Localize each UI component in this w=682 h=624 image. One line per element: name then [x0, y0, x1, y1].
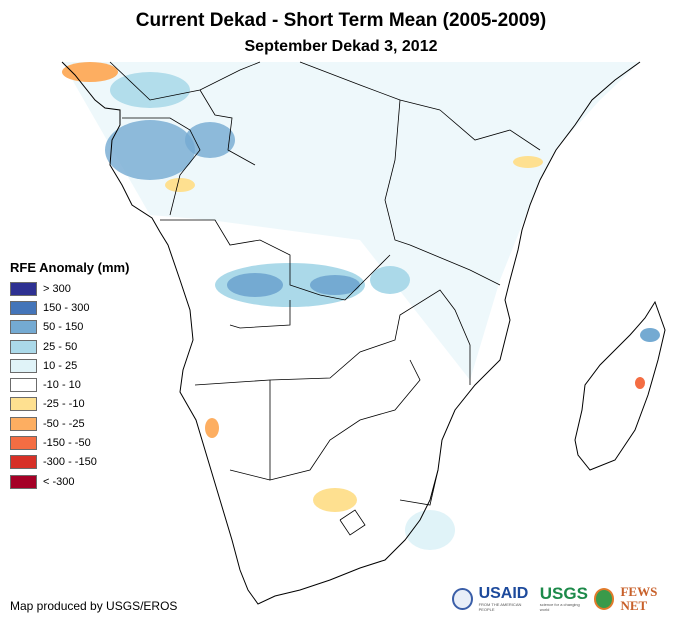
- legend-label: -50 - -25: [43, 417, 85, 430]
- dry-area: [635, 377, 645, 389]
- legend-label: -25 - -10: [43, 398, 85, 411]
- legend-label: -10 - 10: [43, 379, 81, 392]
- border: [339, 509, 366, 536]
- legend-label: -300 - -150: [43, 456, 97, 469]
- coastline: [61, 61, 666, 605]
- legend-item: -300 - -150: [10, 453, 129, 472]
- legend-swatch: [10, 281, 37, 296]
- legend-swatch: [10, 416, 37, 431]
- legend-label: 150 - 300: [43, 301, 90, 314]
- usaid-logo: USAID FROM THE AMERICAN PEOPLE: [478, 585, 534, 613]
- map-subtitle: September Dekad 3, 2012: [244, 38, 438, 55]
- fewsnet-wordmark: FEWS NET: [620, 584, 658, 613]
- usaid-seal-icon: [452, 588, 473, 610]
- wet-area: [185, 122, 235, 158]
- legend-item: 25 - 50: [10, 337, 129, 356]
- legend-item: 50 - 150: [10, 318, 129, 337]
- border: [439, 109, 541, 151]
- wet-area: [310, 275, 360, 295]
- border: [409, 244, 501, 286]
- legend-item: 10 - 25: [10, 356, 129, 375]
- border: [229, 469, 271, 481]
- legend-swatch: [10, 397, 37, 412]
- legend-swatch: [10, 320, 37, 335]
- wet-area: [110, 72, 190, 108]
- legend-label: 25 - 50: [43, 340, 78, 353]
- africa-coastline: [61, 61, 641, 605]
- wet-area: [227, 273, 283, 297]
- madagascar-coastline: [574, 300, 666, 471]
- legend-item: -25 - -10: [10, 395, 129, 414]
- wet-area: [370, 266, 410, 294]
- border: [299, 61, 441, 111]
- wet-area: [405, 510, 455, 550]
- legend-item: -150 - -50: [10, 433, 129, 452]
- country-borders: [109, 61, 541, 536]
- legend-item: 150 - 300: [10, 298, 129, 317]
- dry-area: [165, 178, 195, 192]
- legend-swatch: [10, 339, 37, 354]
- border: [194, 289, 471, 386]
- legend-item: < -300: [10, 472, 129, 491]
- wet-area: [105, 120, 195, 180]
- border: [199, 89, 256, 166]
- land-anomaly-base: [62, 62, 640, 380]
- legend-swatch: [10, 455, 37, 470]
- border: [160, 219, 391, 301]
- dry-area: [513, 156, 543, 168]
- border: [229, 300, 291, 329]
- usgs-tagline: science for a changing world: [539, 602, 580, 612]
- legend-label: 50 - 150: [43, 321, 84, 334]
- legend-item: -50 - -25: [10, 414, 129, 433]
- dry-area: [62, 62, 118, 82]
- legend-label: -150 - -50: [43, 437, 91, 450]
- border: [122, 117, 201, 216]
- legend: RFE Anomaly (mm) > 300 150 - 300 50 - 150 2…: [10, 260, 129, 491]
- usaid-tagline: FROM THE AMERICAN PEOPLE: [478, 602, 522, 612]
- map-title: Current Dekad - Short Term Mean (2005-20…: [135, 10, 547, 31]
- legend-title: RFE Anomaly (mm): [10, 260, 130, 275]
- legend-swatch: [10, 300, 37, 315]
- border: [399, 469, 439, 506]
- usgs-wordmark: USGS: [539, 584, 588, 603]
- dry-area: [205, 418, 219, 438]
- legend-label: 10 - 25: [43, 359, 78, 372]
- fewsnet-globe-icon: [593, 588, 615, 610]
- partner-logos: USAID FROM THE AMERICAN PEOPLE USGS scie…: [452, 585, 682, 613]
- credit-text: Map produced by USGS/EROS: [10, 599, 178, 613]
- anomaly-fill: [62, 62, 660, 550]
- legend-swatch: [10, 436, 37, 451]
- legend-swatch: [10, 378, 37, 393]
- usaid-wordmark: USAID: [478, 585, 529, 602]
- legend-swatch: [10, 474, 37, 489]
- usgs-logo: USGS science for a changing world: [539, 584, 588, 612]
- legend-item: > 300: [10, 279, 129, 298]
- border: [269, 359, 421, 481]
- legend-swatch: [10, 358, 37, 373]
- border: [384, 99, 411, 246]
- dry-area: [313, 488, 357, 512]
- legend-item: -10 - 10: [10, 375, 129, 394]
- legend-label: > 300: [43, 282, 71, 295]
- legend-label: < -300: [43, 475, 75, 488]
- wet-area: [640, 328, 660, 342]
